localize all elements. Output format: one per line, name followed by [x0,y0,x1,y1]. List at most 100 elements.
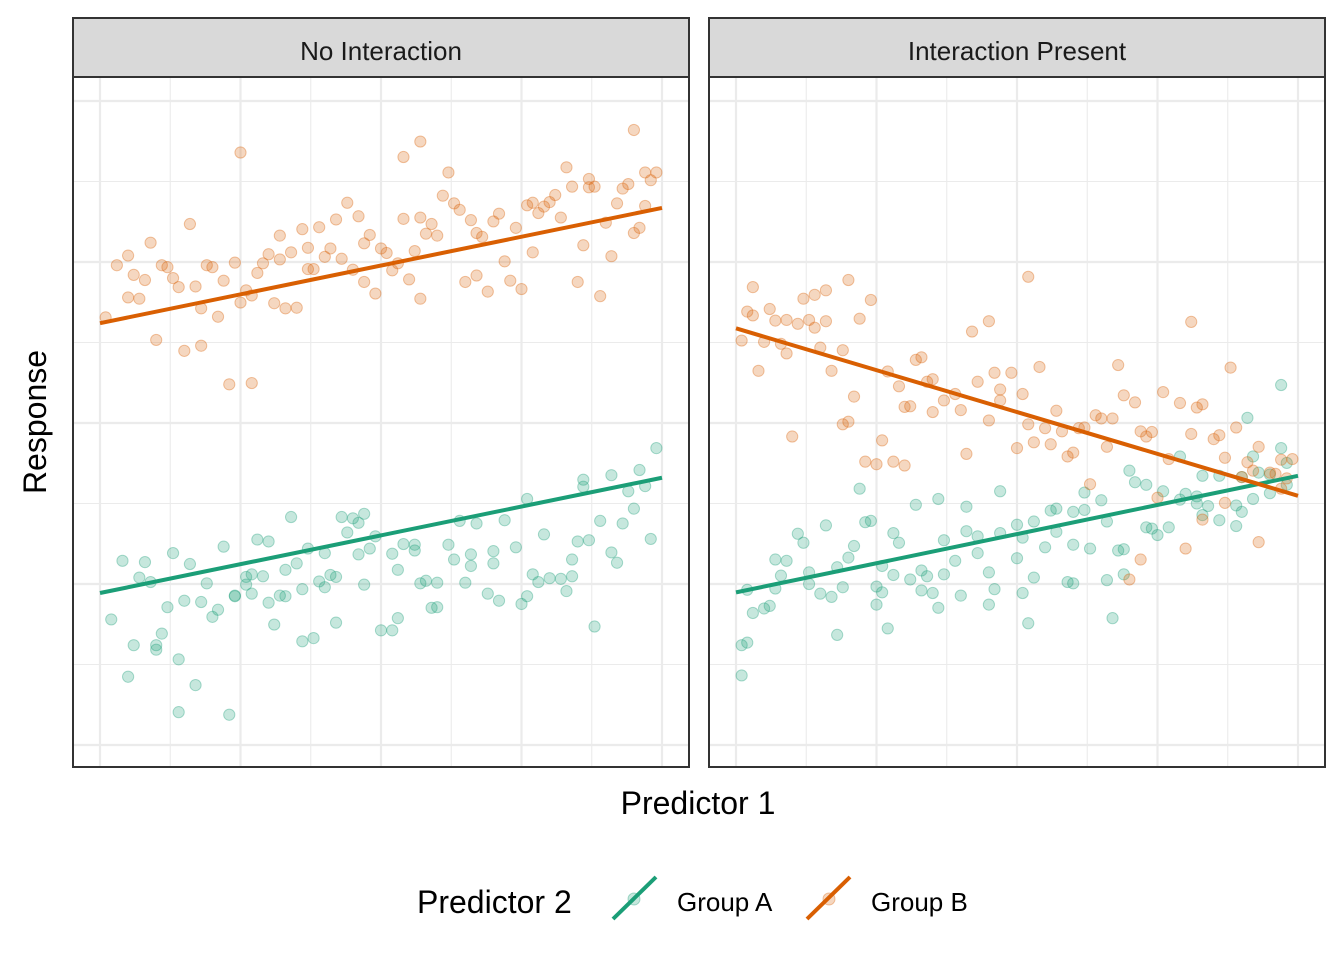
group-b-point [397,212,410,225]
group-a-point [1039,541,1052,554]
group-a-point [1100,574,1114,587]
group-b-point [133,292,146,305]
group-b-point [290,301,303,314]
group-a-point [1067,577,1080,590]
group-a-point [391,612,404,625]
group-a-point [206,610,219,623]
group-a-point [616,517,629,530]
group-b-point [836,418,849,431]
group-a-point [268,618,281,631]
group-b-point [470,226,483,240]
group-b-point [1010,442,1024,455]
group-b-point [436,189,449,202]
group-b-point [780,347,793,360]
group-b-point [560,161,573,174]
group-a-point [307,631,320,645]
group-a-point [1016,586,1029,600]
group-a-point [178,594,191,607]
group-b-point [926,373,939,386]
group-b-point [313,221,326,234]
group-b-point [352,210,365,223]
group-a-point [842,551,855,564]
group-a-point [588,620,601,633]
group-b-point [622,177,635,191]
group-a-point [1145,522,1158,535]
group-b-point [1275,453,1288,466]
group-b-fit-line [99,205,663,326]
group-b-point [819,315,833,328]
group-a-point [1230,499,1243,512]
group-a-point [1123,464,1136,477]
group-b-point [155,259,168,272]
group-a-point [1252,466,1265,479]
group-b-point [988,366,1001,379]
group-b-point [1246,464,1260,477]
group-b-point [769,314,782,327]
group-b-point [301,241,315,254]
group-a-point [892,536,906,549]
group-b-point [1224,361,1237,374]
group-a-point [836,581,849,594]
group-b-point [842,273,855,287]
group-b-point [447,197,461,210]
group-b-point [256,257,270,270]
group-b-point [363,228,376,242]
group-b-point [1134,425,1147,438]
group-a-point [509,541,522,554]
group-a-point [859,516,872,529]
group-b-point [650,166,663,179]
group-a-point [565,553,579,566]
group-a-point [329,570,343,584]
group-a-point [487,557,500,570]
group-a-point [763,599,776,612]
group-b-point [836,344,849,357]
group-a-point [262,596,275,609]
group-a-point [329,616,343,629]
group-b-point [1044,438,1057,451]
group-b-point [982,315,996,328]
group-a-points [735,378,1293,682]
group-a-point [937,534,951,547]
group-a-point [735,639,748,652]
group-b-point [532,206,545,220]
group-b-point [228,256,241,269]
group-a-point [284,510,298,524]
group-a-point [324,568,337,582]
group-a-point [870,598,883,611]
group-b-point [627,123,641,137]
group-b-point [746,309,759,322]
group-a-point [1162,521,1175,534]
group-b-point [358,275,371,289]
group-b-point [1128,396,1142,409]
group-b-point [217,274,230,287]
group-a-point [847,539,861,553]
group-a-point [442,538,455,551]
panel-interaction-present: Interaction Present [708,17,1326,768]
gridlines [709,77,1325,767]
group-b-point [571,275,584,289]
group-a-point [374,624,388,637]
group-b-point [1089,409,1102,422]
group-a-point [358,507,371,520]
legend: Predictor 2 Group A Group B [417,875,968,921]
group-b-point [763,302,776,316]
group-b-point [1095,412,1108,425]
group-b-point [926,405,939,419]
group-a-point [431,576,444,589]
group-a-point [262,535,275,548]
group-b-point [1022,270,1035,283]
group-b-point [341,196,354,209]
group-a-point [582,534,596,547]
group-a-point [1050,502,1063,515]
group-a-point [920,570,934,583]
group-b-point [476,230,489,243]
group-a-point [166,546,180,560]
group-a-point [1083,542,1097,555]
group-b-point [887,455,900,468]
group-a-point [133,571,146,584]
group-a-point [363,542,376,555]
group-a-point [386,624,399,637]
group-b-point [898,459,911,472]
group-a-point [245,587,258,600]
group-a-point [994,485,1007,498]
